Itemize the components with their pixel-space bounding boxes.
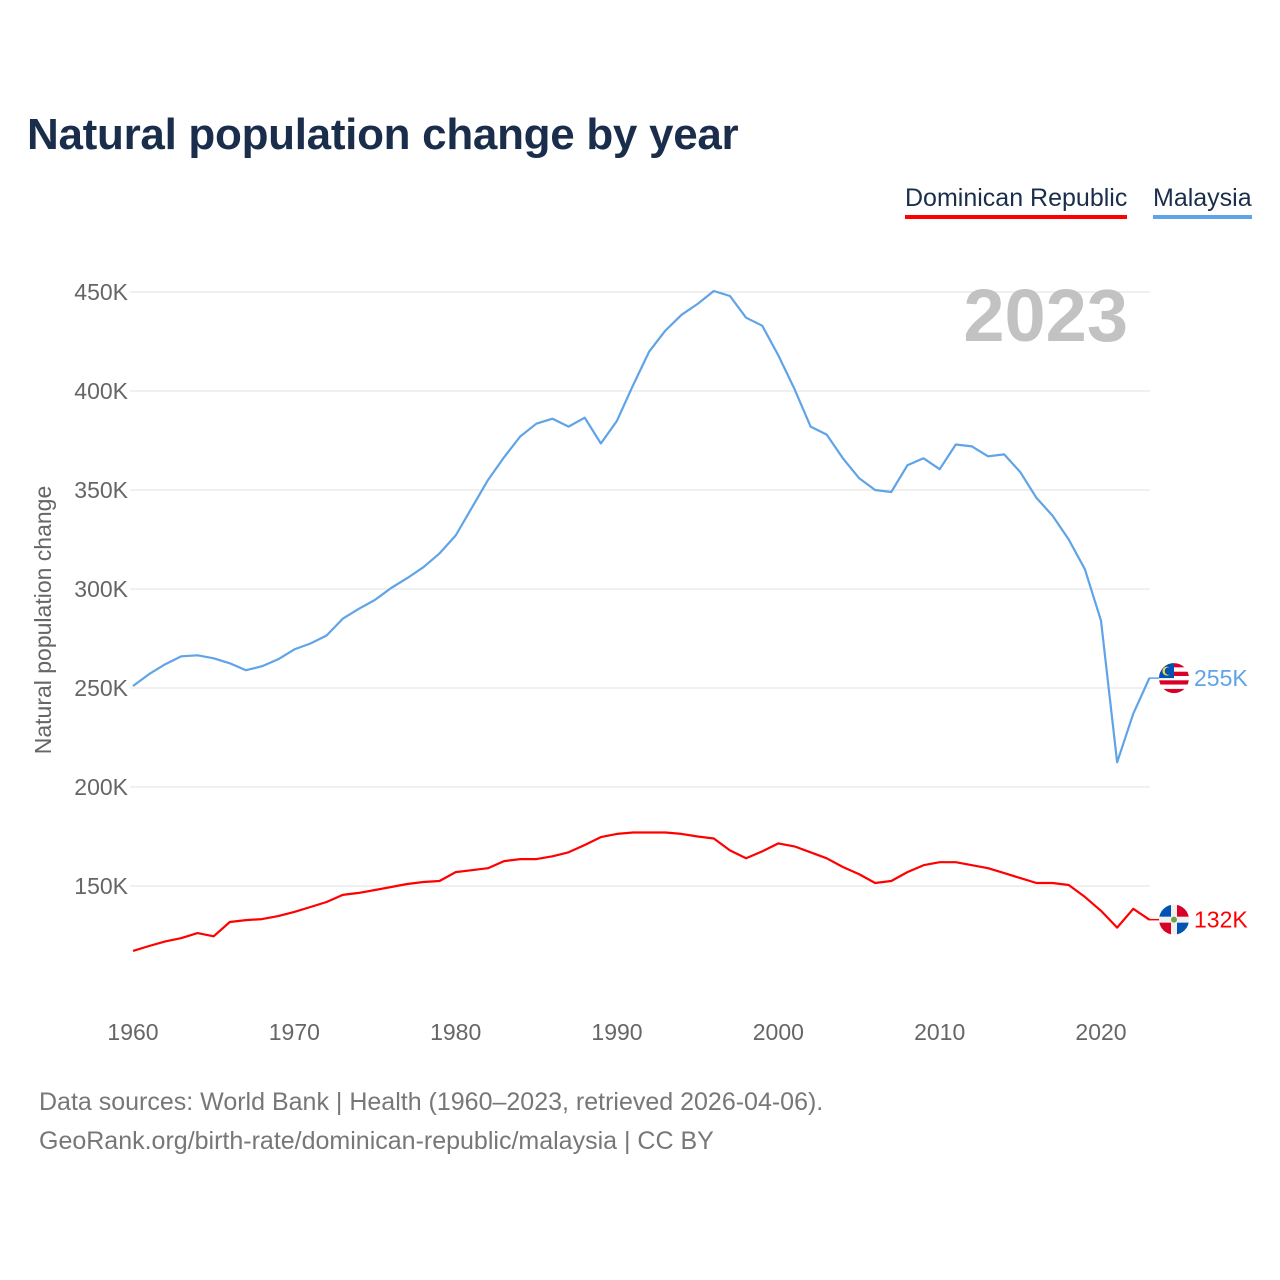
- x-tick-label: 1960: [107, 1019, 158, 1045]
- malaysia-flag-icon: [1159, 663, 1189, 694]
- line-chart: 150K 200K 250K 300K 350K 400K 450K 1960 1970 1980…: [30, 274, 1248, 1045]
- y-tick-label: 250K: [74, 675, 128, 701]
- source-url[interactable]: GeoRank.org/birth-rate/dominican-republi…: [39, 1127, 714, 1155]
- end-value-label-malaysia: 255K: [1194, 665, 1248, 691]
- legend-malaysia[interactable]: Malaysia: [1153, 184, 1252, 219]
- x-tick-label: 2010: [914, 1019, 965, 1045]
- y-tick-label: 150K: [74, 873, 128, 899]
- legend-dominican-republic[interactable]: Dominican Republic: [905, 184, 1128, 219]
- dominican-republic-flag-icon: [1159, 904, 1189, 935]
- end-value-label-dominican-republic: 132K: [1194, 907, 1248, 933]
- x-tick-label: 2000: [753, 1019, 804, 1045]
- chart-title: Natural population change by year: [27, 110, 739, 159]
- y-tick-label: 350K: [74, 477, 128, 503]
- x-tick-label: 2020: [1075, 1019, 1126, 1045]
- x-tick-label: 1980: [430, 1019, 481, 1045]
- x-tick-label: 1970: [269, 1019, 320, 1045]
- y-tick-label: 400K: [74, 378, 128, 404]
- y-tick-label: 450K: [74, 279, 128, 305]
- x-tick-label: 1990: [591, 1019, 642, 1045]
- data-source-note: Data sources: World Bank | Health (1960–…: [39, 1088, 824, 1116]
- y-tick-label: 300K: [74, 576, 128, 602]
- year-watermark: 2023: [963, 274, 1128, 357]
- y-axis-label: Natural population change: [30, 486, 56, 755]
- series-line-dominican-republic: [132, 831, 1151, 952]
- y-tick-label: 200K: [74, 774, 128, 800]
- series-line-malaysia: [132, 289, 1151, 764]
